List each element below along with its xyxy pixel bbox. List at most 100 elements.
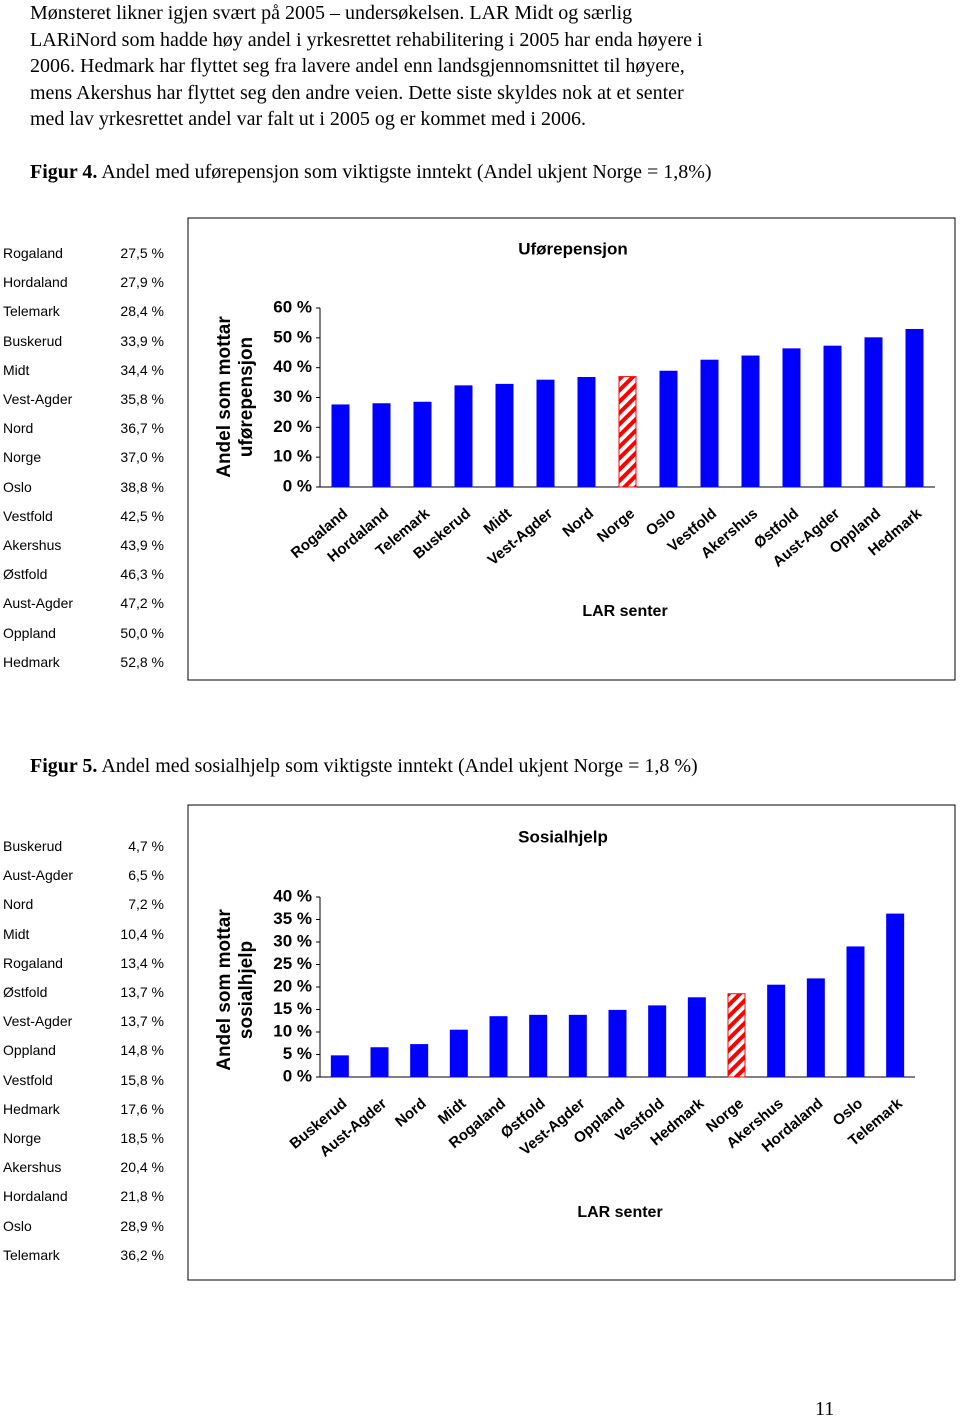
table-row: Midt 34,4 % [3,362,164,378]
y-tick-label: 10 % [273,447,312,466]
x-axis-label: LAR senter [582,603,667,620]
table-row: Midt 10,4 % [3,926,164,942]
bar [608,1009,627,1078]
row-name: Nord [3,420,34,437]
bar [864,337,883,488]
row-value: 7,2 % [128,896,164,913]
caption-text: Andel med sosialhjelp som viktigste innt… [101,755,698,777]
table-row: Østfold 46,3 % [3,566,164,582]
table-row: Aust-Agder 6,5 % [3,867,164,883]
bar [529,1014,548,1078]
bar [648,1005,667,1078]
bar [741,355,760,488]
y-tick-label: 15 % [273,999,312,1018]
table-row: Buskerud 4,7 % [3,838,164,854]
figure-caption: Figur 4. Andel med uførepensjon som vikt… [30,158,830,186]
table-row: Telemark 28,4 % [3,303,164,319]
row-value: 27,9 % [120,274,164,291]
row-value: 21,8 % [120,1188,164,1205]
table-row: Oslo 28,9 % [3,1218,164,1234]
table-row: Østfold 13,7 % [3,984,164,1000]
table-row: Rogaland 27,5 % [3,245,164,261]
bar [846,946,865,1078]
table-row: Telemark 36,2 % [3,1247,164,1263]
row-name: Aust-Agder [3,867,74,884]
table-row: Buskerud 33,9 % [3,333,164,349]
row-name: Oslo [3,1217,32,1234]
row-name: Oslo [3,478,32,495]
y-axis-label: uførepensjon [236,337,257,457]
table-row: Vest-Agder 35,8 % [3,391,164,407]
row-value: 52,8 % [120,653,164,670]
caption-text: Andel med uførepensjon som viktigste inn… [101,161,712,183]
row-value: 33,9 % [120,332,164,349]
row-value: 42,5 % [120,507,164,524]
bar [700,359,719,488]
row-value: 28,9 % [120,1217,164,1234]
row-value: 36,7 % [120,420,164,437]
x-tick-label: Nord [392,1095,430,1131]
row-value: 14,8 % [120,1042,164,1059]
row-value: 47,2 % [120,595,164,612]
bar [454,385,473,488]
row-name: Oppland [3,624,56,641]
row-name: Rogaland [3,245,63,261]
bar [449,1029,468,1078]
row-name: Midt [3,361,30,378]
row-name: Akershus [3,537,62,553]
row-value: 43,9 % [120,537,164,553]
row-name: Vestfold [3,1071,53,1088]
y-tick-label: 30 % [273,387,312,406]
table-row: Hedmark 52,8 % [3,654,164,670]
bar [767,984,786,1078]
paragraph-line: 2006. Hedmark har flyttet seg fra lavere… [30,55,685,77]
figure-label: Figur 5. [30,755,98,777]
row-value: 35,8 % [120,391,164,407]
row-name: Oppland [3,1042,56,1059]
bar [331,404,350,488]
figure-label: Figur 4. [30,161,98,183]
table-row: Aust-Agder 47,2 % [3,595,164,611]
row-name: Buskerud [3,332,63,349]
page-number: 11 [815,1398,835,1420]
row-value: 20,4 % [120,1159,164,1176]
bar [823,345,842,488]
bar [370,1047,389,1078]
y-tick-label: 30 % [273,931,312,950]
paragraph-line: med lav yrkesrettet andel var falt ut i … [30,108,586,130]
row-value: 36,2 % [120,1246,164,1263]
row-name: Norge [3,1130,42,1146]
row-name: Buskerud [3,838,63,854]
table-row: Rogaland 13,4 % [3,955,164,971]
paragraph-line: mens Akershus har flyttet seg den andre … [30,81,684,104]
y-tick-label: 20 % [273,417,312,436]
y-tick-label: 50 % [273,327,312,346]
chart-title: Uførepensjon [518,239,628,258]
bar [886,913,905,1078]
paragraph: Mønsteret likner igjen svært på 2005 – u… [30,0,703,133]
row-value: 37,0 % [120,449,164,466]
row-value: 13,7 % [120,984,164,1000]
bar [905,328,924,488]
row-value: 17,6 % [120,1100,164,1117]
bar [372,403,391,488]
row-name: Telemark [3,1246,60,1263]
bar [727,993,746,1078]
row-value: 13,7 % [120,1013,164,1030]
row-name: Hedmark [3,653,60,670]
bar [536,379,555,488]
row-value: 10,4 % [120,925,164,942]
y-tick-label: 60 % [273,297,312,316]
row-value: 4,7 % [128,838,164,854]
y-axis-label: sosialhjelp [236,941,257,1039]
row-name: Rogaland [3,954,63,971]
bar [495,383,514,488]
y-tick-label: 0 % [283,476,312,495]
row-value: 38,8 % [120,478,164,495]
bar [568,1014,587,1078]
row-value: 28,4 % [120,303,164,320]
table-row: Akershus 20,4 % [3,1159,164,1175]
y-tick-label: 40 % [273,886,312,905]
table-row: Norge 37,0 % [3,449,164,465]
